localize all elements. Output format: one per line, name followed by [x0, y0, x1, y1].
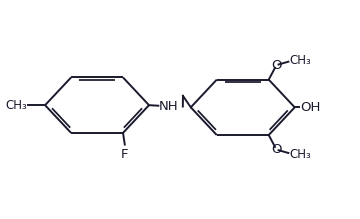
- Text: CH₃: CH₃: [290, 54, 311, 67]
- Text: F: F: [121, 148, 129, 161]
- Text: OH: OH: [300, 101, 320, 114]
- Text: O: O: [271, 143, 282, 156]
- Text: O: O: [271, 59, 282, 72]
- Text: CH₃: CH₃: [5, 99, 27, 112]
- Text: NH: NH: [158, 100, 178, 113]
- Text: CH₃: CH₃: [290, 148, 311, 161]
